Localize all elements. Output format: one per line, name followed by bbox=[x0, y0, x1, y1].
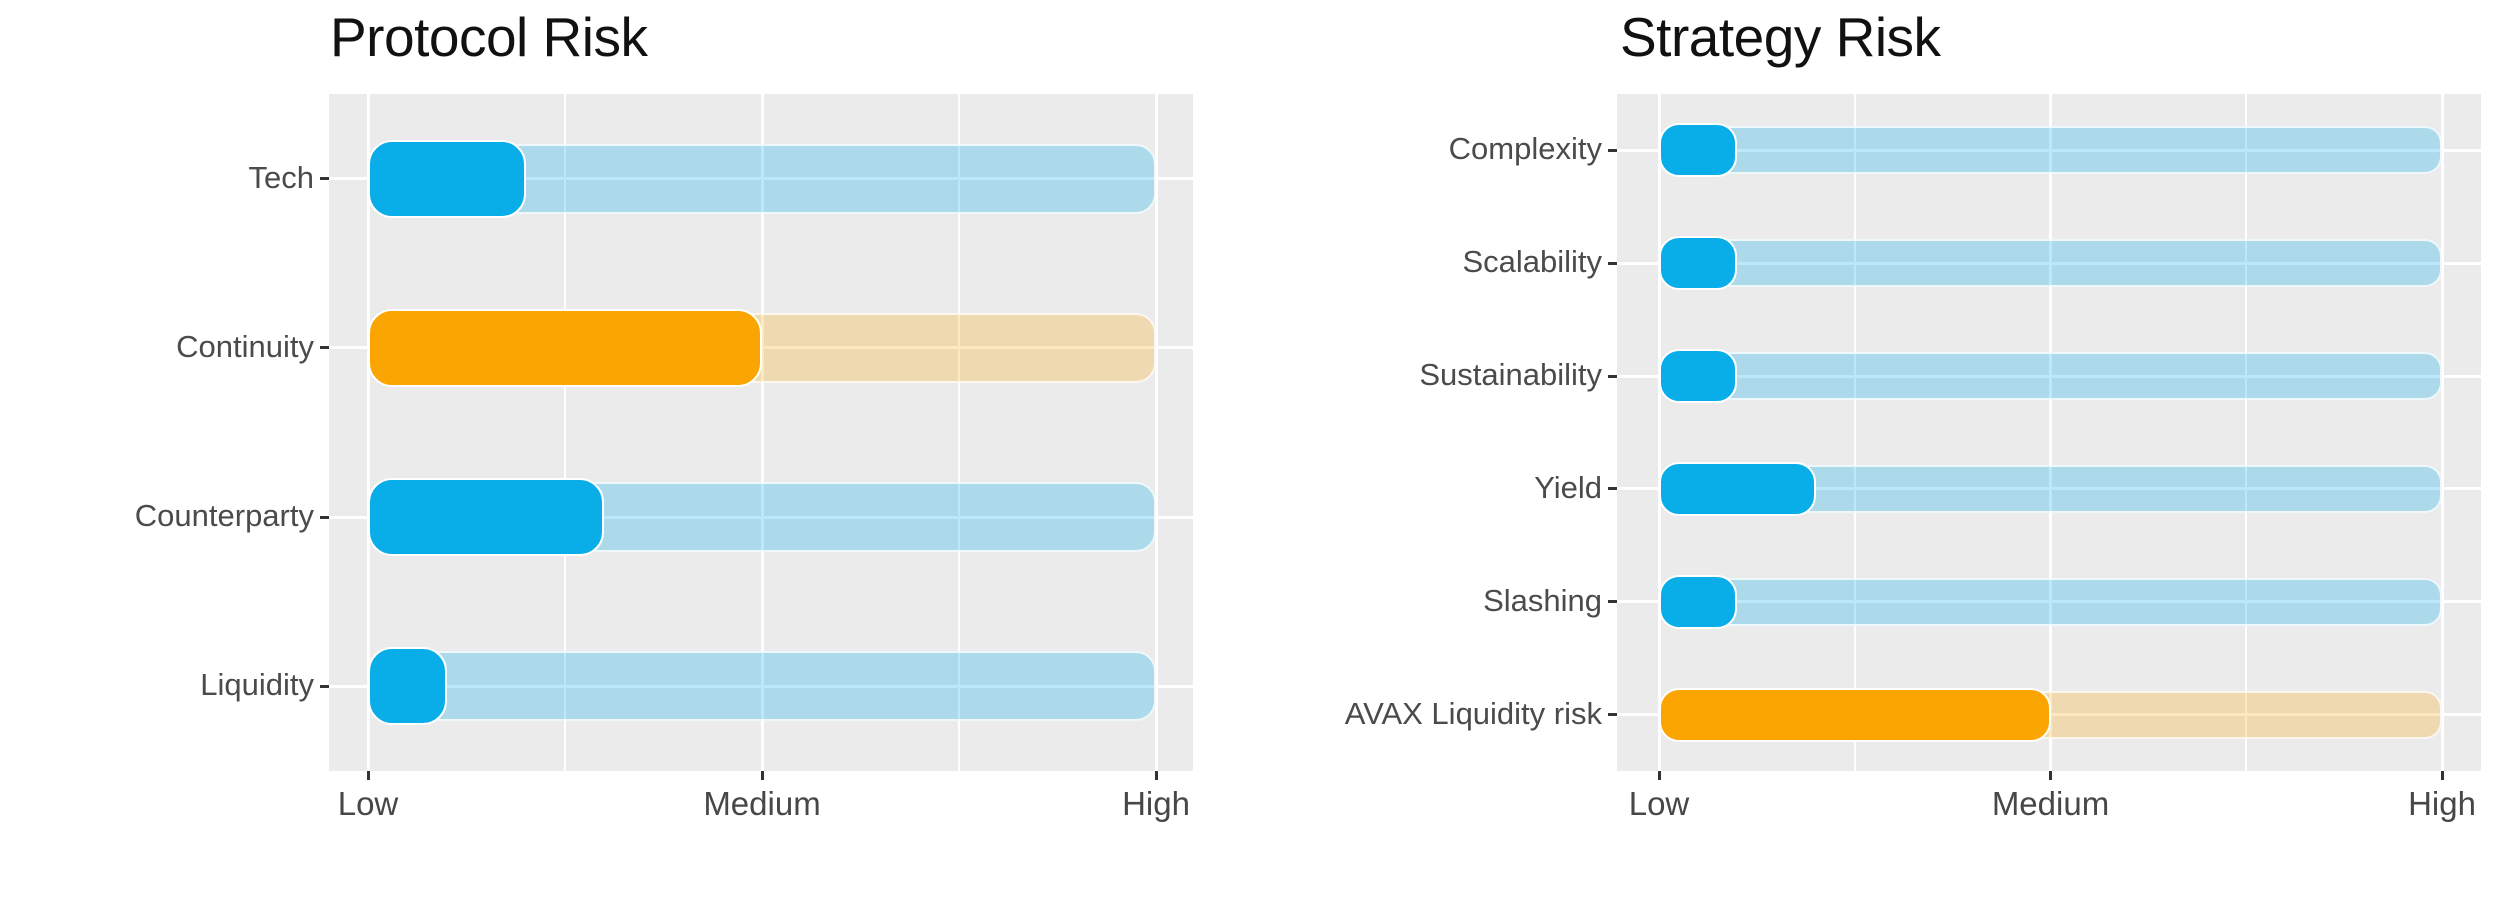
gridline-major bbox=[1657, 94, 1661, 771]
bar-value-yield bbox=[1659, 461, 1816, 516]
strategy-risk-title: Strategy Risk bbox=[1620, 6, 1941, 68]
gridline-major bbox=[2440, 94, 2444, 771]
y-axis-tick bbox=[1608, 374, 1617, 378]
x-axis-tick bbox=[1657, 771, 1661, 780]
category-label-continuity: Continuity bbox=[176, 328, 314, 364]
bar-value-counterparty bbox=[368, 478, 605, 557]
category-label-scalability: Scalability bbox=[1462, 244, 1602, 280]
bar-track-complexity bbox=[1659, 126, 2442, 175]
bar-value-complexity bbox=[1659, 123, 1738, 178]
bar-value-avax-liquidity-risk bbox=[1659, 687, 2051, 742]
x-axis-tick bbox=[2440, 771, 2444, 780]
x-axis-tick bbox=[366, 771, 370, 780]
y-axis-tick bbox=[1608, 713, 1617, 717]
x-axis-tick bbox=[1154, 771, 1158, 780]
axis-label-low: Low bbox=[1628, 785, 1690, 822]
category-label-sustainability: Sustainability bbox=[1419, 357, 1602, 393]
category-label-avax-liquidity-risk: AVAX Liquidity risk bbox=[1344, 695, 1602, 731]
category-label-slashing: Slashing bbox=[1483, 582, 1602, 618]
axis-label-medium: Medium bbox=[1991, 785, 2110, 822]
bar-value-liquidity bbox=[368, 647, 447, 726]
bar-value-tech bbox=[368, 139, 526, 218]
y-axis-tick bbox=[320, 177, 329, 181]
category-label-counterparty: Counterparty bbox=[134, 498, 314, 534]
axis-label-medium: Medium bbox=[703, 785, 821, 822]
bar-track-sustainability bbox=[1659, 352, 2442, 401]
category-label-liquidity: Liquidity bbox=[200, 667, 314, 703]
y-axis-tick bbox=[1608, 148, 1617, 152]
x-axis-tick bbox=[760, 771, 764, 780]
category-label-complexity: Complexity bbox=[1448, 131, 1602, 167]
gridline-major bbox=[2049, 94, 2052, 771]
gridline-minor bbox=[564, 94, 566, 771]
x-axis-tick bbox=[2049, 771, 2052, 780]
bar-value-scalability bbox=[1659, 236, 1738, 291]
bar-track-liquidity bbox=[368, 651, 1156, 722]
gridline-major bbox=[760, 94, 764, 771]
protocol-risk-title: Protocol Risk bbox=[330, 6, 648, 68]
gridline-major bbox=[1154, 94, 1158, 771]
category-label-yield: Yield bbox=[1534, 469, 1602, 505]
y-axis-tick bbox=[320, 684, 329, 688]
bar-value-continuity bbox=[368, 308, 762, 387]
gridline-minor bbox=[958, 94, 960, 771]
bar-track-slashing bbox=[1659, 577, 2442, 626]
bar-value-sustainability bbox=[1659, 349, 1738, 404]
gridline-minor bbox=[2245, 94, 2248, 771]
axis-label-high: High bbox=[1122, 785, 1190, 822]
y-axis-tick bbox=[320, 346, 329, 350]
bar-value-slashing bbox=[1659, 574, 1738, 629]
bar-track-scalability bbox=[1659, 239, 2442, 288]
axis-label-high: High bbox=[2408, 785, 2476, 822]
axis-label-low: Low bbox=[337, 785, 399, 822]
gridline-minor bbox=[1853, 94, 1856, 771]
y-axis-tick bbox=[1608, 261, 1617, 265]
y-axis-tick bbox=[1608, 600, 1617, 604]
gridline-major bbox=[366, 94, 370, 771]
y-axis-tick bbox=[320, 515, 329, 519]
y-axis-tick bbox=[1608, 487, 1617, 491]
category-label-tech: Tech bbox=[248, 159, 314, 195]
